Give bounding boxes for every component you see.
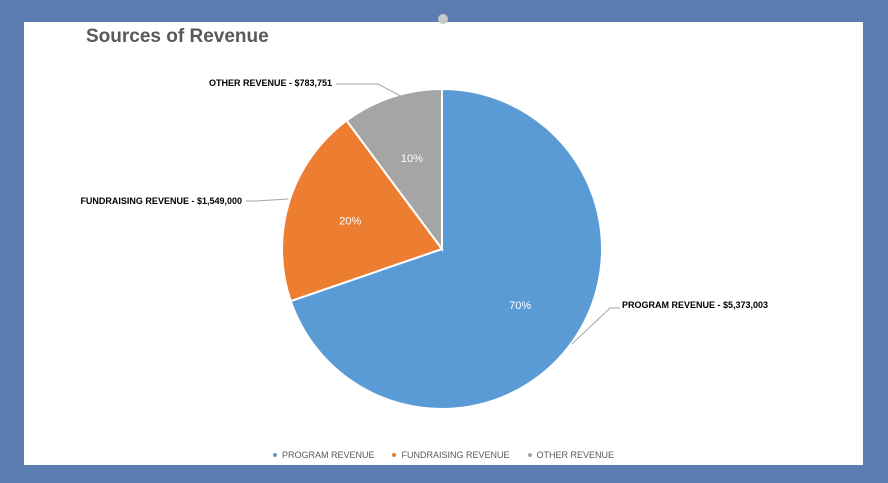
leader-line-program <box>571 307 620 345</box>
pie-slice-fundraising <box>281 119 444 303</box>
legend-swatch-program <box>272 453 277 457</box>
legend-swatch-fundraising <box>392 453 397 457</box>
legend-item-program: PROGRAM REVENUE <box>272 450 375 460</box>
chart-panel: Sources of Revenue 70% PROGRAM REVENUE - … <box>24 14 863 465</box>
legend-label-other: OTHER REVENUE <box>536 450 615 460</box>
chart-title: Sources of Revenue <box>86 26 269 47</box>
legend-item-fundraising: FUNDRAISING REVENUE <box>392 450 510 460</box>
pie-slice-program <box>289 87 603 410</box>
percent-label-program: 70% <box>509 300 531 312</box>
percent-label-fundraising: 20% <box>339 216 361 228</box>
legend-swatch-other <box>527 453 532 457</box>
chart-handle-mark <box>438 14 448 24</box>
chart-legend: PROGRAM REVENUE FUNDRAISING REVENUE OTHE… <box>24 450 863 460</box>
legend-item-other: OTHER REVENUE <box>527 450 615 460</box>
pie-chart: 70% PROGRAM REVENUE - $5,373,003 20% FUNDRA… <box>80 78 768 410</box>
leader-line-other <box>336 83 409 101</box>
legend-label-fundraising: FUNDRAISING REVENUE <box>401 450 510 460</box>
percent-label-other: 10% <box>401 153 423 165</box>
data-label-program: PROGRAM REVENUE - $5,373,003 <box>622 300 768 310</box>
data-label-fundraising: FUNDRAISING REVENUE - $1,549,000 <box>80 196 242 206</box>
pie-slice-other <box>345 87 443 253</box>
legend-label-program: PROGRAM REVENUE <box>281 450 375 460</box>
leader-line-fundraising <box>246 198 289 202</box>
data-label-other: OTHER REVENUE - $783,751 <box>209 78 332 88</box>
